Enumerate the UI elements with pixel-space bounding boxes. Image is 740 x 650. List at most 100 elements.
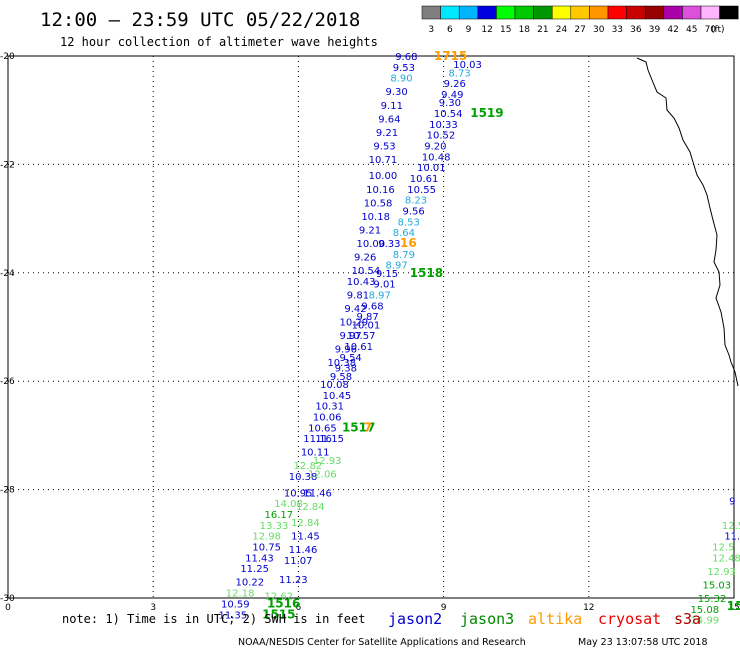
wave-height-label: 11.35 [219,610,248,621]
wave-height-label: 15.32 [698,594,727,605]
wave-height-label: 9.21 [376,128,398,139]
legend-swatch [719,5,739,20]
wave-height-label: 8.23 [405,196,427,207]
wave-height-label: 9.56 [402,206,424,217]
pass-time-label: 16 [400,236,417,250]
x-tick-label: 6 [296,603,302,613]
legend-swatch [477,5,497,20]
wave-height-label: 13.33 [260,521,289,532]
pass-time-label: 15 [727,599,740,613]
pass-time-label: 1516 [267,596,300,610]
wave-height-label: 11.07 [284,556,313,567]
wave-height-label: 12.62 [265,591,294,602]
wave-height-label: 10.16 [366,185,395,196]
legend-swatch [607,5,627,20]
y-tick-labels: -20 -22 -24 -26 -28 -30 [0,52,15,604]
satellite-name-jason3: jason3 [460,610,514,628]
legend-unit: (ft) [711,25,725,35]
plot-area: 0 3 6 9 12 15 -20-22-24-26-28-30 9.68 171510.0… [0,49,740,627]
wave-height-label: 10.08 [320,380,349,391]
legend-label: 18 [519,25,531,35]
chart-subtitle: 12 hour collection of altimeter wave hei… [60,35,378,49]
y-tick-label: -26 [0,377,15,387]
wave-height-label: 10.58 [364,198,393,209]
legend-label: 3 [428,25,434,35]
chart-title: 12:00 – 23:59 UTC 05/22/2018 [40,9,360,31]
wave-height-label: 9.20 [424,141,446,152]
pass-time-label: 1518 [410,266,443,280]
wave-height-label: 10.38 [327,358,356,369]
legend-swatch [458,5,479,20]
wave-height-label: 10.01 [352,320,381,331]
wave-height-label: 10.31 [315,402,344,413]
wave-height-label: 9.96 [335,345,357,356]
wave-height-label: 9.53 [393,63,415,74]
satellite-legend: jason2 jason3 altika cryosat s3a [388,610,701,628]
coastline [636,57,739,387]
wave-height-label: 10.18 [361,212,390,223]
x-tick-label: 0 [5,603,11,613]
wave-height-label: 11.43 [245,553,274,564]
legend-swatch [589,5,609,20]
legend-label: 9 [466,25,472,35]
satellite-name-cryosat: cryosat [598,610,661,628]
wave-height-label: 12.06 [308,469,337,480]
wave-height-label: 11.25 [240,564,269,575]
wave-height-label: 8.90 [390,74,412,85]
plot-frame [7,55,735,599]
wave-height-label: 16.17 [265,510,294,521]
pass-time-label: 1519 [470,106,503,120]
wave-height-label: 9.26 [354,253,376,264]
wave-height-label: 10.22 [235,578,264,589]
wave-height-label: 10.03 [453,60,482,71]
wave-height-label: 14.99 [690,616,719,627]
satellite-name-jason2: jason2 [388,610,442,628]
x-tick-label: 3 [150,603,156,613]
wave-height-label: 11.23 [279,575,308,586]
wave-height-label: 9.58 [330,372,352,383]
legend-swatch [551,5,572,20]
wave-height-label: 9 [729,496,735,507]
legend-swatch [700,5,720,20]
legend-swatch [440,5,460,20]
wave-height-label: 8.97 [369,290,391,301]
wave-height-label: 12.82 [294,461,323,472]
legend-label: 33 [612,25,623,35]
wave-height-label: 8.64 [393,228,415,239]
legend-label: 15 [500,25,511,35]
wave-height-label: 11.45 [291,532,320,543]
wave-height-label: 10.57 [347,331,376,342]
wave-height-label: 10.11 [301,448,330,459]
wave-height-label: 10.29 [340,318,369,329]
wave-height-label: 12.5 [722,521,740,532]
wave-height-label: 12.98 [252,532,281,543]
legend-swatch [663,5,683,20]
wave-height-label: 9.21 [359,225,381,236]
wave-height-label: 9.81 [347,290,369,301]
wave-height-label: 10.54 [352,266,381,277]
pass-time-label: 1715 [434,49,467,63]
wave-height-label: 12.84 [291,518,320,529]
wave-height-label: 10.52 [427,131,456,142]
wave-height-label: 10.54 [434,109,463,120]
legend-label: 21 [537,25,548,35]
wave-height-label: 9.11 [381,101,403,112]
wave-height-label: 9.97 [340,331,362,342]
wave-height-label: 9.30 [439,98,461,109]
wave-height-label: 9.68 [395,52,417,63]
legend-label: 70 [705,25,717,35]
legend-label: 42 [667,25,678,35]
legend-label: 6 [447,25,453,35]
legend-swatch [682,5,702,20]
wave-height-label: 12.93 [313,456,342,467]
grid-lines [8,56,734,598]
wave-height-label: 9.68 [361,301,383,312]
wave-height-label: 12.48 [712,553,740,564]
wave-height-label: 9.15 [376,269,398,280]
wave-height-label: 10.61 [344,342,373,353]
wave-height-label: 11.15 [315,434,344,445]
wave-height-label: 10.00 [369,171,398,182]
wave-height-label: 15.03 [703,580,732,591]
y-tick-label: -30 [0,594,15,604]
